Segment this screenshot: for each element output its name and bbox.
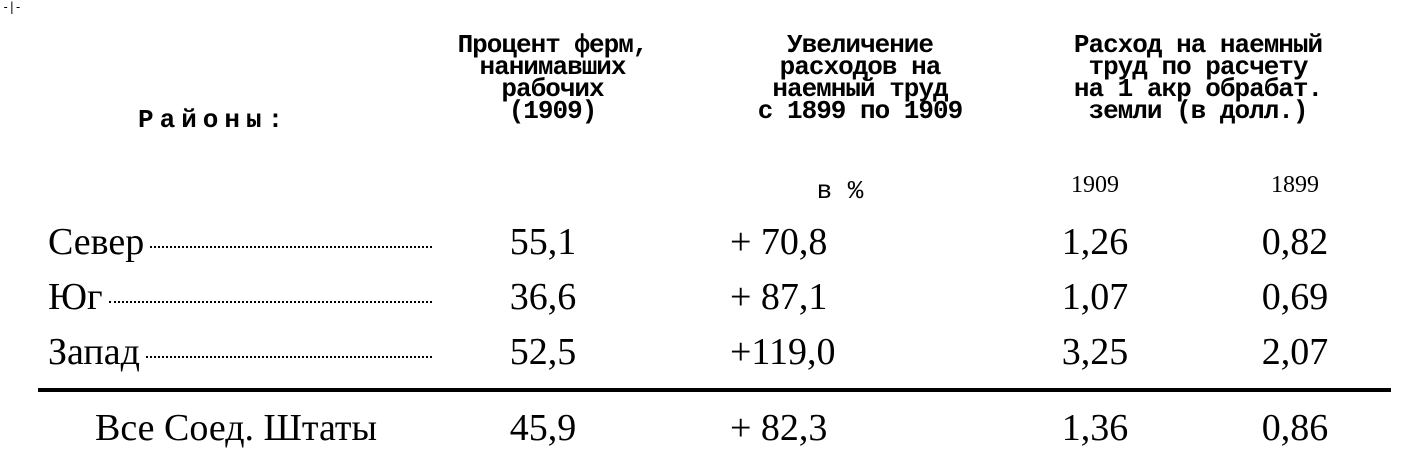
total-region-label: Все Соед. Штаты [95,407,377,449]
year-1909-subheader: 1909 [1071,172,1119,198]
region-label: Запад [48,331,140,373]
increase-value: + 70,8 [730,221,828,263]
region-label: Юг [48,276,103,318]
expense-1909-value: 1,26 [1061,221,1129,263]
region-name: Север [48,218,432,266]
table-row: Север 55,1 + 70,8 1,26 0,82 [0,218,1401,268]
increase-value: + 87,1 [730,276,828,318]
increase-column-header: Увеличение расходов на наемный труд с 18… [757,30,963,126]
pct-farms-value: 55,1 [509,221,577,263]
pct-farms-value: 52,5 [509,331,577,373]
region-name: Юг [48,273,432,321]
expense-1909-value: 3,25 [1061,331,1129,373]
region-label: Север [48,221,145,263]
expense-1899-value: 0,82 [1261,221,1329,263]
expense-1909-value: 1,07 [1061,276,1129,318]
increase-value: +119,0 [730,331,836,373]
table-row: Запад 52,5 +119,0 3,25 2,07 [0,328,1401,378]
leader-dots [108,277,432,303]
increase-unit-label: в % [816,176,864,206]
region-name: Запад [48,328,432,376]
expense-per-acre-column-header: Расход на наемный труд по расчету на 1 а… [1073,30,1323,126]
leader-dots [150,222,432,248]
total-row: Все Соед. Штаты 45,9 + 82,3 1,36 0,86 [0,404,1401,454]
corner-mark: -|- [2,0,22,14]
regions-column-header: Районы: [138,105,290,135]
total-divider-rule [38,388,1391,392]
year-1899-subheader: 1899 [1271,172,1319,198]
total-expense-1899-value: 0,86 [1261,407,1329,449]
total-pct-farms-value: 45,9 [509,407,577,449]
leader-dots [145,332,432,358]
table-row: Юг 36,6 + 87,1 1,07 0,69 [0,273,1401,323]
pct-farms-column-header: Процент ферм, нанимавших рабочих (1909) [457,30,649,126]
total-increase-value: + 82,3 [730,407,828,449]
expense-1899-value: 0,69 [1261,276,1329,318]
total-expense-1909-value: 1,36 [1061,407,1129,449]
expense-1899-value: 2,07 [1261,331,1329,373]
pct-farms-value: 36,6 [509,276,577,318]
